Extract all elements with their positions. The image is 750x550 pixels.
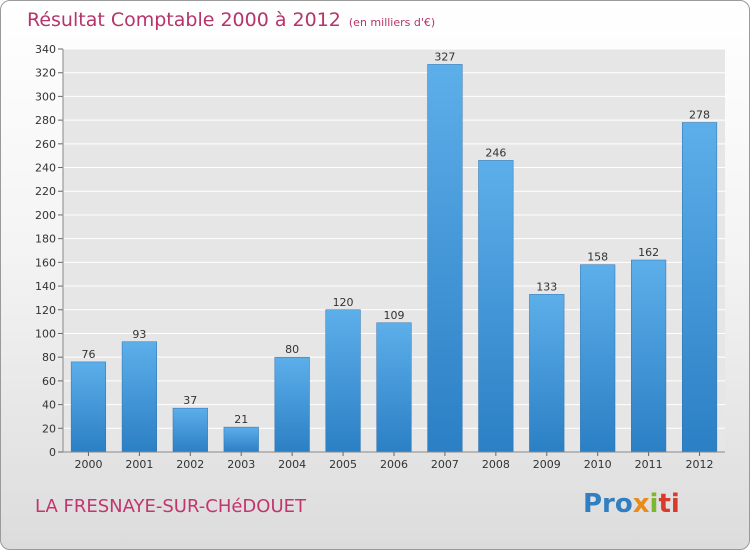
x-tick-label-2012: 2012 (686, 458, 714, 471)
logo-part-4: ti (658, 489, 680, 519)
bar-2009 (529, 294, 565, 453)
data-label-2004: 80 (285, 343, 299, 356)
y-tick-label: 240 (35, 162, 56, 175)
logo-part-3: i (649, 489, 659, 519)
data-label-2011: 162 (638, 246, 659, 259)
y-tick-label: 180 (35, 233, 56, 246)
logo-part-1: Pro (583, 489, 633, 519)
chart-title: Résultat Comptable 2000 à 2012 (en millie… (27, 9, 435, 31)
y-tick-label: 160 (35, 256, 56, 269)
bar-2003 (223, 426, 259, 453)
logo-part-2: x (632, 489, 650, 519)
axes: 0 20 40 60 80 100 120 140 160 180 200 220 240 260 280 3… (35, 43, 725, 471)
x-tick-label-2004: 2004 (278, 458, 306, 471)
bar-2005 (325, 309, 361, 453)
y-tick-label: 20 (42, 422, 56, 435)
y-tick-label: 280 (35, 114, 56, 127)
bar-2008 (478, 160, 514, 453)
bar-2012 (681, 122, 718, 453)
chart-title-text: Résultat Comptable 2000 à 2012 (27, 9, 341, 31)
bar-2010 (580, 264, 616, 453)
y-tick-label: 40 (42, 399, 56, 412)
y-tick-label: 80 (42, 351, 56, 364)
data-label-2009: 133 (536, 280, 557, 293)
data-label-2001: 93 (132, 328, 146, 341)
data-label-2008: 246 (485, 146, 506, 159)
x-tick-label-2011: 2011 (635, 458, 663, 471)
y-tick-label: 260 (35, 138, 56, 151)
bar-2001 (121, 341, 157, 453)
bar-2006 (376, 322, 412, 453)
x-tick-label-2000: 2000 (74, 458, 102, 471)
x-tick-label-2008: 2008 (482, 458, 510, 471)
data-label-2002: 37 (183, 394, 197, 407)
y-tick-label: 220 (35, 185, 56, 198)
bar-2011 (631, 259, 667, 453)
y-tick-label: 120 (35, 304, 56, 317)
commune-name: LA FRESNAYE-SUR-CHéDOUET (35, 496, 307, 517)
data-label-2007: 327 (434, 50, 455, 63)
x-tick-label-2001: 2001 (125, 458, 153, 471)
data-label-2003: 21 (234, 413, 248, 426)
x-tick-label-2009: 2009 (533, 458, 561, 471)
x-tick-label-2002: 2002 (176, 458, 204, 471)
y-tick-label: 320 (35, 67, 56, 80)
x-tick-label-2006: 2006 (380, 458, 408, 471)
y-tick-label: 0 (49, 446, 56, 459)
y-tick-label: 60 (42, 375, 56, 388)
data-label-2012: 278 (689, 108, 710, 121)
chart-unit: (en milliers d'€) (348, 16, 436, 29)
bar-2002 (172, 407, 208, 453)
data-label-2000: 76 (81, 348, 95, 361)
x-tick-label-2003: 2003 (227, 458, 255, 471)
proxiti-logo: Proxiti (583, 489, 680, 519)
bar-2000 (70, 361, 107, 453)
y-tick-label: 300 (35, 90, 56, 103)
bars: 76 93 37 21 80 120 109 327 246 133 158 162 278 (70, 50, 718, 453)
data-label-2010: 158 (587, 251, 608, 264)
x-tick-label-2005: 2005 (329, 458, 357, 471)
data-label-2005: 120 (333, 296, 354, 309)
y-tick-label: 100 (35, 327, 56, 340)
data-label-2006: 109 (384, 309, 405, 322)
bar-2004 (274, 356, 310, 453)
y-tick-label: 140 (35, 280, 56, 293)
x-tick-label-2007: 2007 (431, 458, 459, 471)
bar-2007 (427, 64, 463, 453)
y-tick-label: 200 (35, 209, 56, 222)
x-tick-label-2010: 2010 (584, 458, 612, 471)
y-tick-label: 340 (35, 43, 56, 56)
